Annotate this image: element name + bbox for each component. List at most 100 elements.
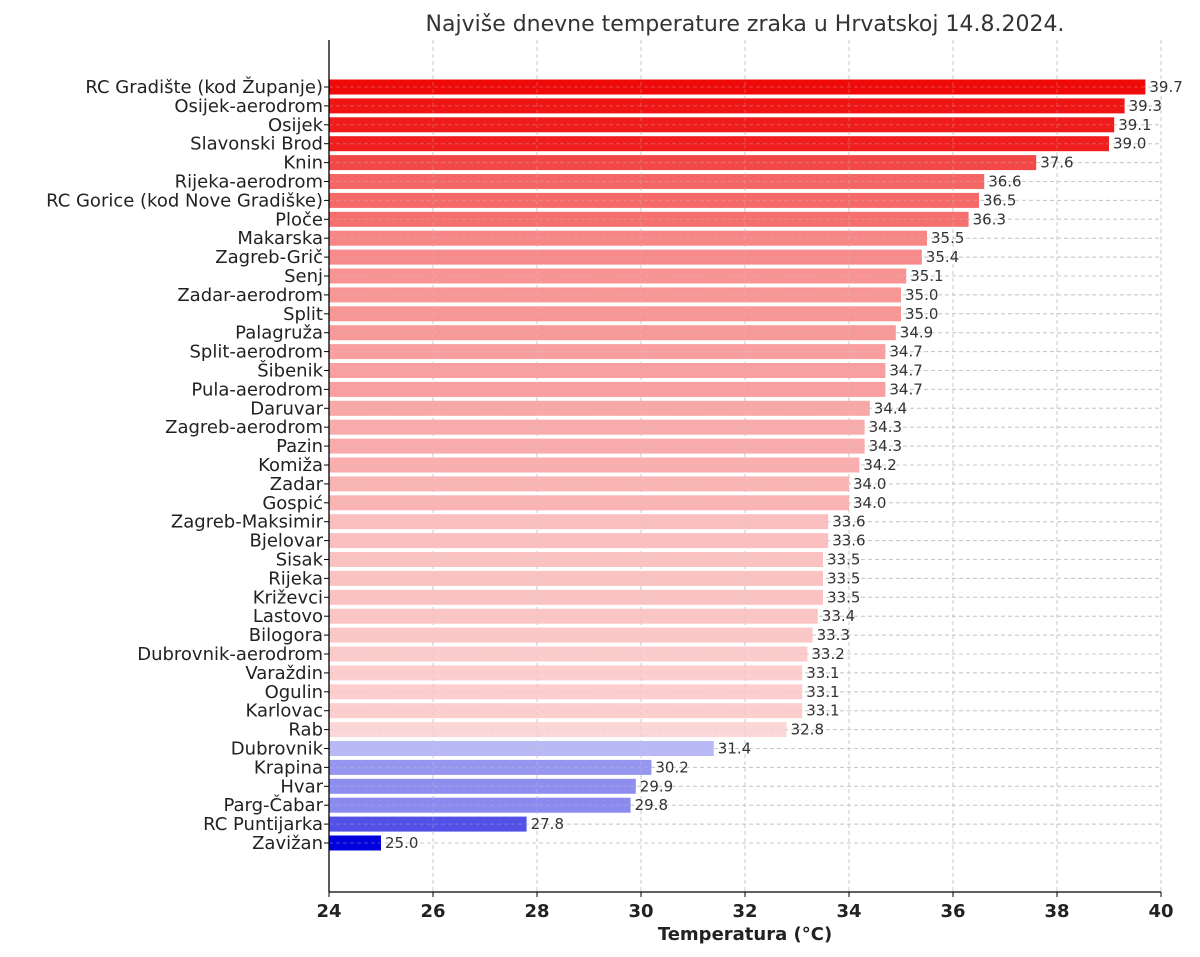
data-label: 33.6 — [832, 513, 865, 531]
data-label: 39.0 — [1113, 135, 1146, 153]
bar — [329, 495, 849, 511]
y-tick-label: Križevci — [253, 587, 323, 608]
data-label: 34.4 — [874, 399, 907, 417]
bar — [329, 230, 927, 246]
x-tick-label: 38 — [1044, 901, 1069, 922]
bar — [329, 835, 381, 851]
data-label: 35.4 — [926, 248, 959, 266]
data-label: 34.7 — [889, 362, 922, 380]
data-label: 39.1 — [1118, 116, 1151, 134]
data-label: 35.5 — [931, 229, 964, 247]
grid-overlay — [329, 40, 1162, 892]
data-label: 34.7 — [889, 343, 922, 361]
y-tick-label: Osijek — [268, 115, 324, 136]
bar — [329, 552, 823, 567]
x-tick-label: 30 — [628, 901, 653, 922]
bar — [329, 570, 823, 586]
bar — [329, 816, 527, 832]
data-label: 33.1 — [806, 664, 839, 682]
y-tick-label: Split-aerodrom — [189, 342, 323, 363]
bar — [329, 438, 865, 454]
y-tick-label: Daruvar — [250, 398, 323, 419]
y-tick-label: Zagreb-aerodrom — [165, 417, 323, 438]
y-tick-label: Rab — [288, 720, 323, 741]
data-label: 33.3 — [817, 626, 850, 644]
bar — [329, 381, 886, 397]
x-tick-label: 32 — [732, 901, 757, 922]
bar — [329, 759, 652, 775]
data-label: 27.8 — [531, 815, 564, 833]
bar — [329, 155, 1037, 171]
x-tick-label: 34 — [836, 901, 861, 922]
data-label: 34.9 — [900, 324, 933, 342]
data-label: 34.3 — [869, 418, 902, 436]
x-tick-label: 24 — [316, 901, 341, 922]
y-tick-label: Makarska — [237, 228, 323, 249]
chart-title: Najviše dnevne temperature zraka u Hrvat… — [426, 12, 1065, 37]
data-label: 35.0 — [905, 286, 938, 304]
bar — [329, 778, 636, 794]
y-tick-label: Knin — [283, 153, 323, 174]
bar — [329, 741, 714, 756]
data-label: 36.6 — [988, 173, 1021, 191]
y-tick-label: Dubrovnik-aerodrom — [137, 644, 323, 665]
bar — [329, 287, 901, 303]
bar — [329, 344, 886, 360]
bar — [329, 627, 813, 643]
bar — [329, 476, 849, 492]
bar — [329, 174, 985, 189]
bar — [329, 703, 803, 719]
data-label: 32.8 — [791, 721, 824, 739]
y-tick-label: Dubrovnik — [231, 739, 324, 760]
data-label: 30.2 — [655, 758, 688, 776]
y-tick-label: Zavižan — [252, 833, 323, 854]
y-tick-label: Palagruža — [235, 323, 323, 344]
y-tick-label: Parg-Čabar — [223, 794, 323, 816]
x-tick-label: 40 — [1148, 901, 1173, 922]
bar — [329, 722, 787, 738]
bar — [329, 79, 1146, 95]
data-label: 35.1 — [910, 267, 943, 285]
data-label: 33.1 — [806, 702, 839, 720]
y-tick-label: RC Puntijarka — [203, 814, 323, 835]
y-tick-label: Bilogora — [249, 625, 323, 646]
bar — [329, 363, 886, 378]
data-label: 33.5 — [827, 569, 860, 587]
bar — [329, 192, 979, 208]
bar — [329, 646, 808, 662]
y-tick-label: Varaždin — [245, 663, 323, 684]
bar — [329, 533, 829, 549]
bar — [329, 608, 818, 624]
data-label: 39.3 — [1129, 97, 1162, 115]
data-label: 33.5 — [827, 551, 860, 569]
data-label: 33.2 — [811, 645, 844, 663]
bar — [329, 665, 803, 681]
y-tick-label: Pazin — [276, 436, 323, 457]
bars — [329, 79, 1146, 851]
data-label: 29.9 — [640, 777, 673, 795]
y-tick-label: Bjelovar — [249, 531, 323, 552]
data-label: 36.5 — [983, 191, 1016, 209]
bar — [329, 589, 823, 605]
y-tick-label: Karlovac — [245, 701, 323, 722]
bar — [329, 419, 865, 435]
y-tick-label: RC Gradište (kod Županje) — [85, 76, 323, 98]
bar — [329, 98, 1125, 114]
bar — [329, 514, 829, 530]
data-label: 34.2 — [863, 456, 896, 474]
y-tick-label: Rijeka-aerodrom — [175, 172, 323, 193]
y-tick-label: Slavonski Brod — [190, 134, 323, 155]
y-tick-label: Ogulin — [265, 682, 323, 703]
bar — [329, 457, 860, 473]
labels: 24 26 28 30 32 34 36 38 40 RC Gradište (kod Župan… — [46, 76, 1183, 922]
data-label: 39.7 — [1149, 78, 1182, 96]
y-tick-label: Rijeka — [268, 568, 323, 589]
bar — [329, 268, 907, 284]
bar — [329, 325, 896, 341]
data-label: 37.6 — [1040, 154, 1073, 172]
bar — [329, 684, 803, 700]
y-tick-label: Split — [283, 304, 323, 325]
y-tick-label: Šibenik — [257, 360, 323, 382]
y-tick-label: Senj — [284, 266, 323, 287]
